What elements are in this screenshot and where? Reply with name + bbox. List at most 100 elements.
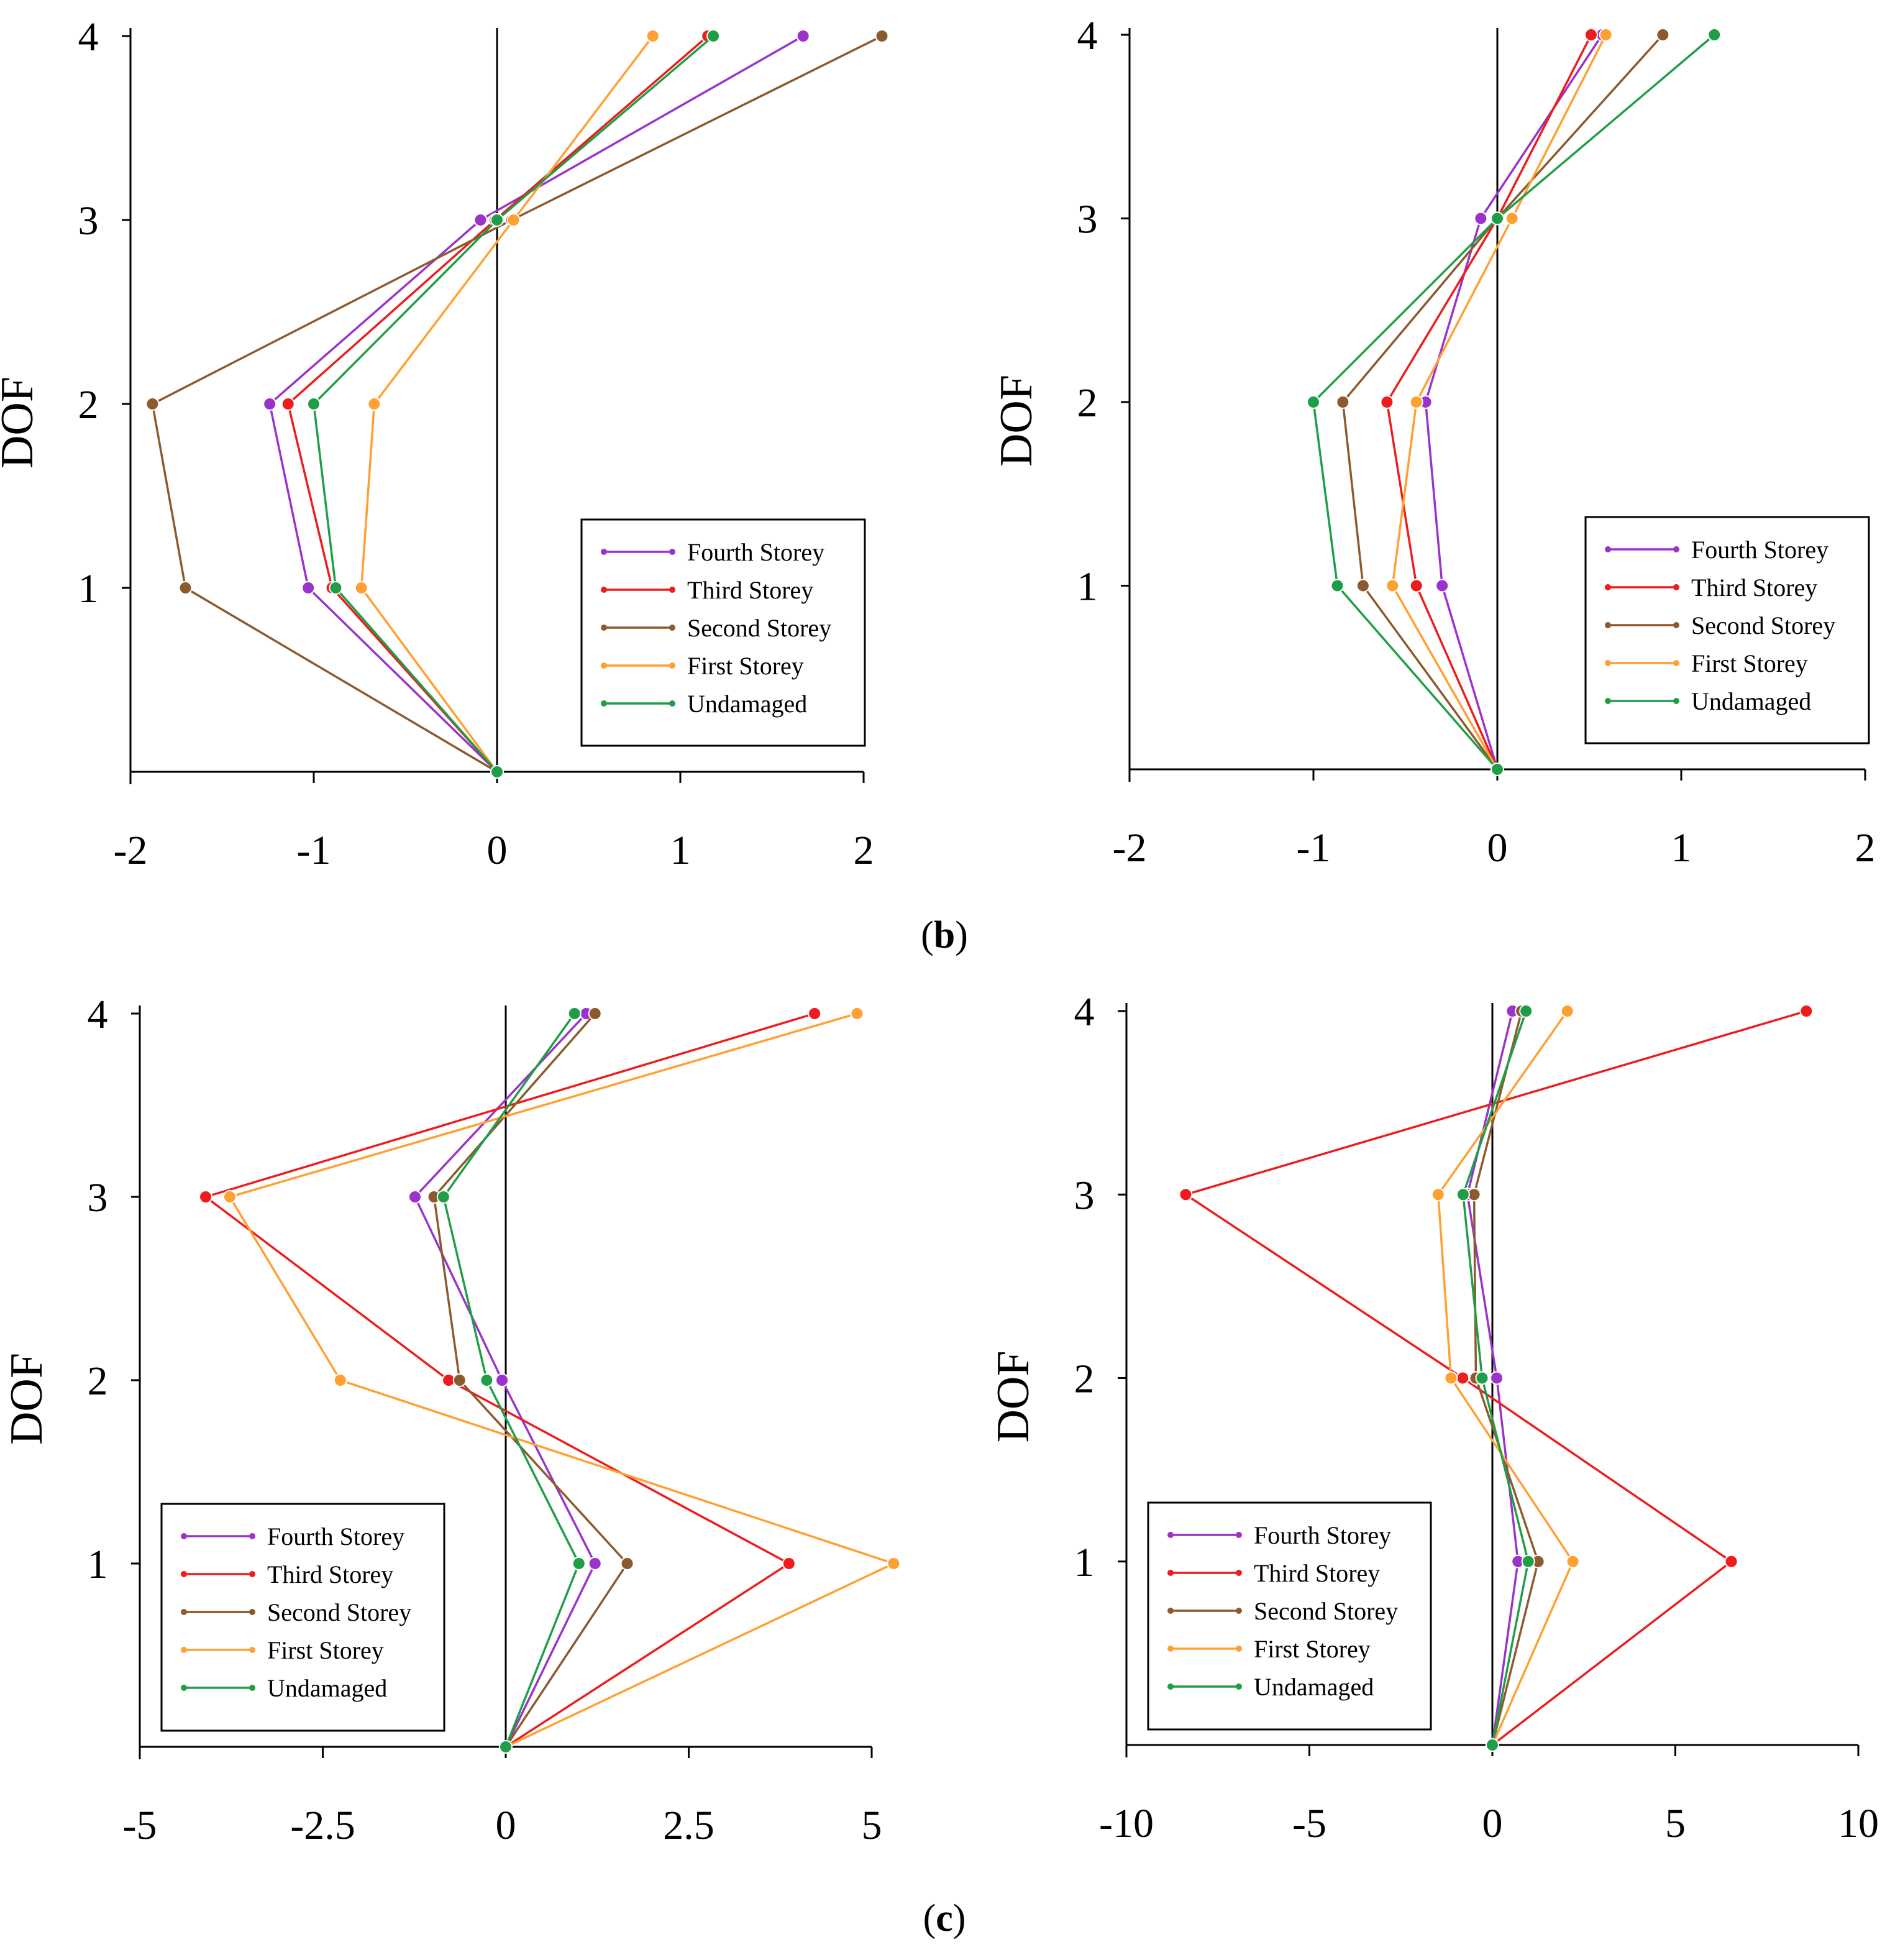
- legend-marker-first: [601, 662, 607, 669]
- y-tick-label: 4: [78, 14, 99, 60]
- y-tick-label: 4: [88, 992, 108, 1037]
- x-tick-label: 0: [1482, 1801, 1503, 1846]
- data-point-third: [1799, 1004, 1814, 1018]
- data-point-first: [367, 397, 381, 411]
- legend-marker-second: [1605, 622, 1611, 628]
- data-point-undamaged: [329, 581, 343, 595]
- legend-label-undamaged: Undamaged: [687, 690, 807, 718]
- legend-label-second: Second Storey: [1691, 611, 1835, 639]
- chart-panel-1: -2 -1 0 1 2 1 2 3 4 DOF Fourth Storey Third Storey S…: [0, 14, 889, 873]
- y-tick-label: 2: [1074, 1357, 1095, 1402]
- legend-marker-first: [249, 1647, 255, 1653]
- data-point-undamaged: [1491, 211, 1504, 226]
- y-axis-title: DOF: [988, 1350, 1039, 1442]
- x-tick-label: 2.5: [663, 1803, 714, 1848]
- data-point-first: [1560, 1004, 1574, 1018]
- legend-marker-undamaged: [1673, 698, 1679, 704]
- legend-marker-first: [1167, 1646, 1174, 1652]
- data-point-undamaged: [1475, 1371, 1489, 1385]
- data-point-second: [452, 1373, 467, 1387]
- data-point-second: [588, 1007, 602, 1020]
- x-tick-label: 10: [1838, 1801, 1879, 1846]
- y-tick-label: 3: [88, 1175, 108, 1220]
- data-point-first: [850, 1007, 864, 1020]
- data-point-first: [333, 1373, 347, 1387]
- data-point-third: [281, 397, 295, 411]
- x-tick-label: -2: [114, 828, 148, 873]
- legend-label-first: First Storey: [687, 652, 804, 680]
- legend-marker-second: [1236, 1608, 1242, 1614]
- legend-marker-second: [249, 1609, 255, 1615]
- legend-marker-fourth: [181, 1533, 187, 1539]
- legend-label-third: Third Storey: [1254, 1559, 1380, 1587]
- legend-marker-third: [1605, 584, 1611, 590]
- data-point-fourth: [1490, 1371, 1504, 1385]
- data-point-first: [887, 1557, 901, 1570]
- legend-label-first: First Storey: [1691, 649, 1808, 677]
- data-point-third: [1724, 1554, 1738, 1568]
- legend-label-second: Second Storey: [687, 614, 831, 642]
- data-point-second: [178, 581, 193, 595]
- legend-marker-undamaged: [181, 1685, 187, 1691]
- data-point-fourth: [301, 581, 316, 595]
- data-point-undamaged: [480, 1373, 494, 1387]
- data-point-third: [1456, 1371, 1470, 1385]
- data-point-third: [782, 1557, 796, 1570]
- data-point-undamaged: [1519, 1004, 1533, 1018]
- data-point-second: [1656, 28, 1670, 42]
- y-axis-title: DOF: [991, 375, 1042, 467]
- x-tick-label: 2: [854, 828, 874, 873]
- legend-label-undamaged: Undamaged: [267, 1674, 387, 1702]
- x-tick-label: 0: [1487, 825, 1508, 871]
- y-tick-label: 3: [1074, 1173, 1095, 1218]
- legend-label-fourth: Fourth Storey: [1254, 1521, 1391, 1549]
- x-tick-label: -2: [1113, 825, 1147, 871]
- legend-marker-fourth: [1167, 1532, 1174, 1538]
- x-tick-label: -5: [123, 1803, 157, 1848]
- legend-marker-second: [1673, 622, 1679, 628]
- data-point-fourth: [473, 213, 488, 227]
- y-tick-label: 4: [1074, 989, 1095, 1035]
- legend-marker-first: [1673, 660, 1679, 666]
- data-point-third: [199, 1190, 213, 1204]
- data-point-first: [1505, 211, 1519, 226]
- y-tick-label: 2: [78, 382, 99, 428]
- legend-marker-second: [601, 625, 607, 631]
- y-tick-label: 2: [88, 1358, 108, 1404]
- data-point-undamaged: [1707, 28, 1722, 42]
- data-point-first: [354, 581, 368, 595]
- y-tick-label: 1: [88, 1542, 108, 1587]
- data-point-undamaged: [490, 213, 504, 227]
- data-point-fourth: [1435, 579, 1449, 593]
- legend-marker-second: [181, 1609, 187, 1615]
- data-point-fourth: [1474, 211, 1488, 226]
- y-tick-label: 3: [78, 198, 99, 244]
- data-point-undamaged: [572, 1557, 586, 1570]
- data-point-first: [1431, 1188, 1445, 1202]
- legend-label-undamaged: Undamaged: [1254, 1673, 1374, 1701]
- data-point-first: [1444, 1371, 1458, 1385]
- y-tick-label: 1: [1077, 564, 1098, 610]
- legend-marker-fourth: [669, 549, 675, 555]
- legend-label-third: Third Storey: [687, 576, 813, 604]
- x-tick-label: -2.5: [290, 1803, 355, 1848]
- data-point-third: [808, 1007, 822, 1020]
- data-point-third: [1409, 579, 1423, 593]
- legend-marker-third: [181, 1571, 187, 1577]
- legend-marker-undamaged: [1605, 698, 1611, 704]
- x-tick-label: -1: [1297, 825, 1331, 871]
- data-point-undamaged: [706, 29, 721, 43]
- x-tick-label: 5: [862, 1803, 882, 1848]
- data-point-first: [222, 1190, 237, 1204]
- legend-marker-first: [181, 1647, 187, 1653]
- legend-label-second: Second Storey: [1254, 1597, 1398, 1625]
- legend-marker-fourth: [249, 1533, 255, 1539]
- legend-marker-undamaged: [601, 700, 607, 707]
- legend-label-fourth: Fourth Storey: [1691, 536, 1828, 564]
- data-point-fourth: [796, 29, 810, 43]
- y-tick-label: 1: [1074, 1540, 1095, 1585]
- legend-label-first: First Storey: [1254, 1635, 1371, 1663]
- legend-box: [1147, 1501, 1432, 1731]
- legend-marker-first: [669, 662, 675, 669]
- legend-marker-third: [669, 587, 675, 593]
